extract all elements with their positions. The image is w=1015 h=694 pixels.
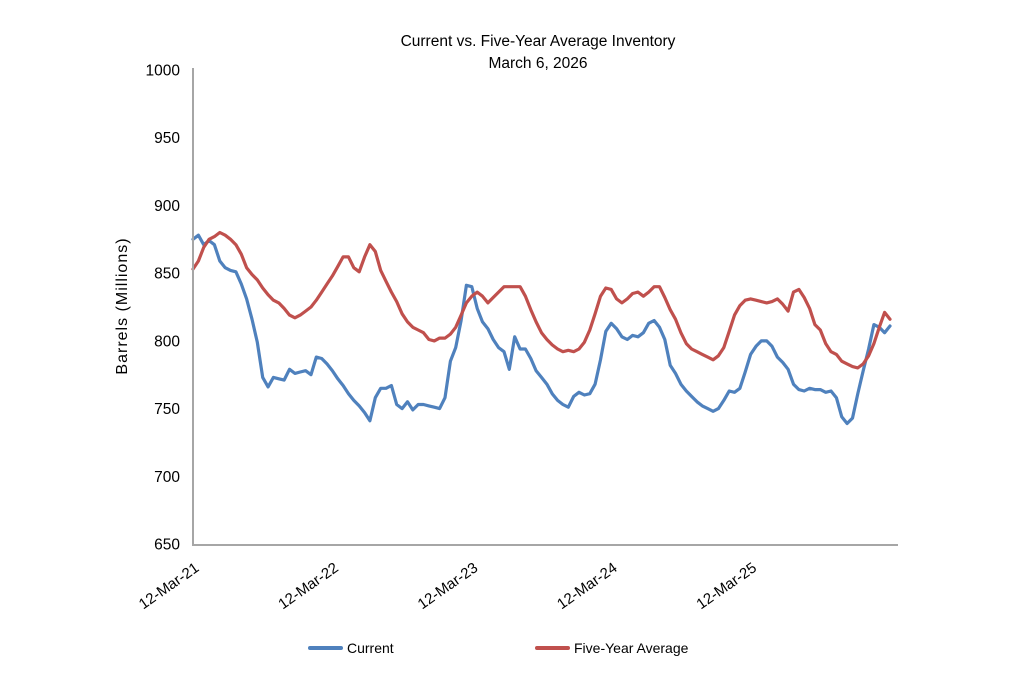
y-tick-label-700: 700 xyxy=(154,469,180,486)
chart-title-block: Current vs. Five-Year Average Inventory … xyxy=(193,31,883,75)
x-tick-label-12-Mar-23: 12-Mar-23 xyxy=(415,559,481,613)
chart-title: Current vs. Five-Year Average Inventory xyxy=(400,33,676,50)
five-year-average-line-swatch xyxy=(535,646,570,650)
y-tick-label-850: 850 xyxy=(154,266,180,283)
legend-item-current: Current xyxy=(308,640,394,656)
five-year-average-series-line xyxy=(191,230,892,370)
legend: Current Five-Year Average xyxy=(0,640,1015,664)
y-tick-label-750: 750 xyxy=(154,401,180,418)
x-tick-label-12-Mar-22: 12-Mar-22 xyxy=(275,559,341,613)
x-tick-label-12-Mar-25: 12-Mar-25 xyxy=(693,559,759,613)
x-tick-label-12-Mar-24: 12-Mar-24 xyxy=(554,559,620,613)
series-group xyxy=(191,230,892,426)
y-tick-label-650: 650 xyxy=(154,537,180,554)
legend-label-current: Current xyxy=(347,640,394,656)
y-tick-label-1000: 1000 xyxy=(146,63,181,80)
x-tick-label-12-Mar-21: 12-Mar-21 xyxy=(136,559,202,613)
y-tick-label-950: 950 xyxy=(154,130,180,147)
current-series-line xyxy=(191,233,892,426)
legend-label-five-year-average: Five-Year Average xyxy=(574,640,689,656)
y-tick-label-900: 900 xyxy=(154,198,180,215)
chart-subtitle: March 6, 2026 xyxy=(488,55,588,72)
legend-item-five-year-average: Five-Year Average xyxy=(535,640,688,656)
current-line-swatch xyxy=(308,646,343,650)
axis-group xyxy=(192,68,898,546)
y-tick-label-800: 800 xyxy=(154,333,180,350)
